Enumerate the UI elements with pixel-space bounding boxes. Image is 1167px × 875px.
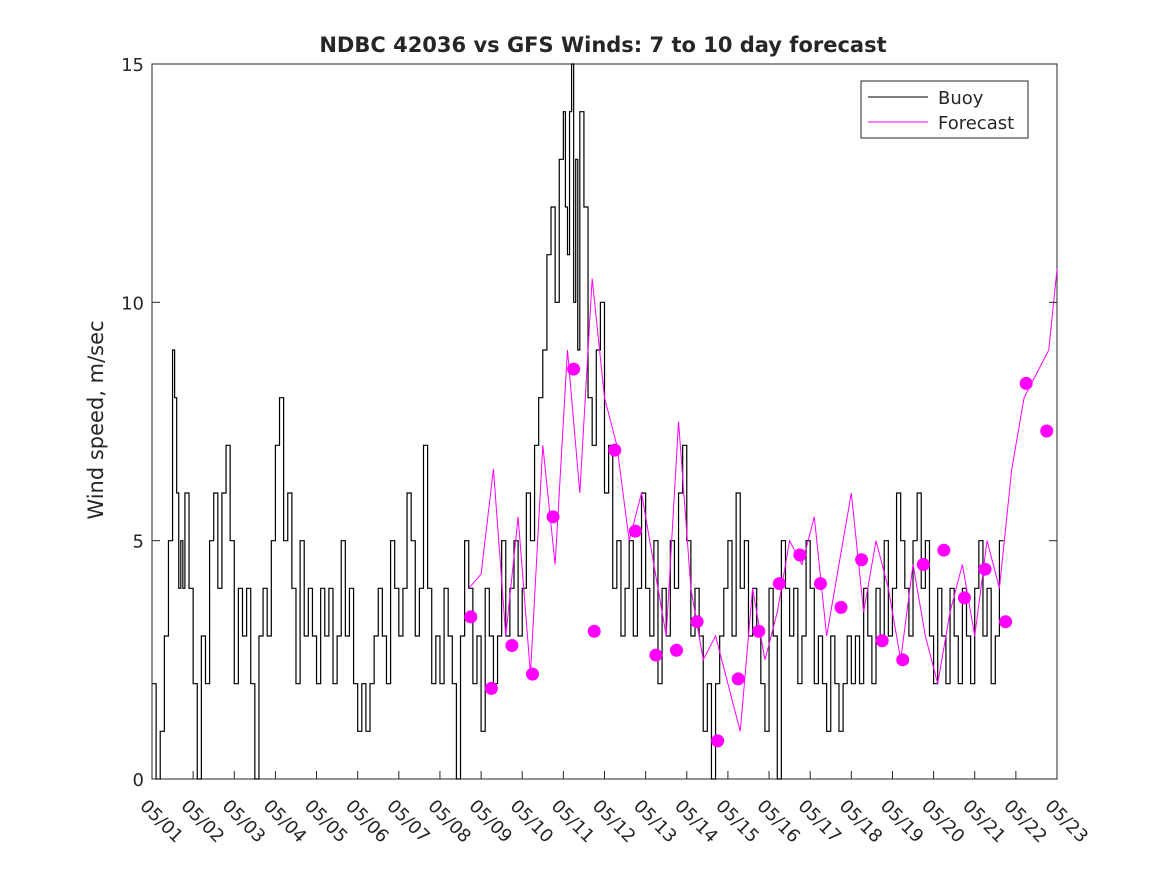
forecast-point (813, 577, 827, 591)
legend: Buoy Forecast (860, 80, 1029, 139)
x-tick-label: 05/06 (341, 796, 393, 848)
forecast-point (916, 558, 930, 571)
forecast-point (690, 615, 704, 629)
forecast-point (772, 577, 786, 591)
forecast-point (875, 634, 889, 648)
y-axis: 0 5 10 15 (121, 55, 1057, 791)
forecast-point (999, 615, 1013, 629)
forecast-point (711, 734, 725, 748)
x-tick-label: 05/01 (135, 796, 187, 848)
forecast-point (957, 591, 971, 605)
x-axis: 05/0105/0205/0305/0405/0505/0605/0705/08… (135, 771, 1092, 847)
x-tick-label: 05/14 (670, 796, 722, 848)
forecast-point (834, 600, 848, 614)
forecast-point (855, 553, 869, 567)
forecast-point (793, 548, 807, 562)
forecast-point (546, 510, 560, 524)
forecast-point (567, 362, 581, 376)
forecast-point (1040, 424, 1054, 438)
forecast-point (505, 639, 519, 653)
forecast-series (464, 268, 1058, 748)
x-tick-label: 05/20 (917, 796, 969, 848)
x-tick-label: 05/08 (423, 796, 475, 848)
forecast-point (484, 681, 498, 695)
y-axis-label: Wind speed, m/sec (84, 320, 108, 519)
x-tick-label: 05/17 (794, 796, 846, 848)
forecast-point (896, 653, 910, 667)
y-tick-label: 10 (121, 293, 144, 314)
x-tick-label: 05/15 (711, 796, 763, 848)
forecast-point (1019, 376, 1033, 390)
x-tick-label: 05/16 (753, 796, 805, 848)
forecast-point (731, 672, 745, 686)
x-tick-label: 05/05 (300, 796, 352, 848)
legend-buoy-label: Buoy (938, 88, 984, 109)
legend-forecast-label: Forecast (938, 113, 1014, 134)
x-tick-label: 05/09 (465, 796, 517, 848)
x-tick-label: 05/21 (958, 796, 1010, 848)
x-tick-label: 05/18 (835, 796, 887, 848)
chart-title: NDBC 42036 vs GFS Winds: 7 to 10 day for… (319, 33, 886, 57)
forecast-point (587, 624, 601, 638)
legend-box (860, 80, 1029, 139)
forecast-line (468, 268, 1058, 732)
x-tick-label: 05/10 (506, 796, 558, 848)
x-tick-label: 05/02 (177, 796, 229, 848)
x-tick-label: 05/13 (629, 796, 681, 848)
x-tick-label: 05/03 (218, 796, 270, 848)
x-tick-label: 05/11 (547, 796, 599, 848)
forecast-point (752, 624, 766, 638)
x-tick-label: 05/07 (382, 796, 434, 848)
forecast-point (669, 643, 683, 657)
x-tick-label: 05/23 (1040, 796, 1092, 848)
y-tick-label: 5 (133, 532, 144, 553)
buoy-line (152, 63, 1004, 780)
forecast-point (608, 443, 622, 457)
forecast-point (649, 648, 663, 662)
x-tick-label: 05/04 (259, 796, 311, 848)
x-tick-label: 05/12 (588, 796, 640, 848)
y-tick-label: 0 (133, 770, 144, 791)
y-tick-label: 15 (121, 55, 144, 76)
x-tick-label: 05/22 (999, 796, 1051, 848)
forecast-point (628, 524, 642, 538)
forecast-point (526, 667, 540, 681)
plot-area (151, 63, 1058, 780)
x-tick-label: 05/19 (876, 796, 928, 848)
forecast-point (464, 610, 478, 624)
forecast-point (937, 543, 951, 557)
forecast-point (978, 562, 992, 576)
buoy-series (152, 63, 1004, 780)
